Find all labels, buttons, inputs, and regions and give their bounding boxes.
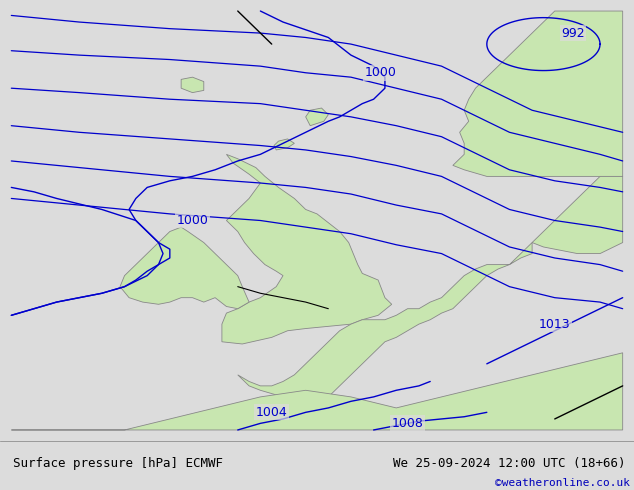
Text: ©weatheronline.co.uk: ©weatheronline.co.uk [495, 478, 630, 488]
Polygon shape [181, 77, 204, 93]
Polygon shape [274, 139, 294, 150]
Text: We 25-09-2024 12:00 UTC (18+66): We 25-09-2024 12:00 UTC (18+66) [393, 457, 626, 469]
Polygon shape [238, 243, 532, 413]
Text: 1008: 1008 [392, 417, 424, 430]
Polygon shape [453, 11, 623, 176]
Text: Surface pressure [hPa] ECMWF: Surface pressure [hPa] ECMWF [13, 457, 223, 469]
Polygon shape [306, 108, 328, 126]
Text: 992: 992 [561, 26, 585, 40]
Polygon shape [11, 353, 623, 430]
Text: 1013: 1013 [539, 318, 571, 331]
Text: 1000: 1000 [365, 66, 396, 79]
Text: 1004: 1004 [256, 406, 288, 419]
Polygon shape [222, 154, 392, 344]
Polygon shape [532, 176, 623, 254]
Polygon shape [120, 227, 249, 309]
Text: 1000: 1000 [176, 214, 209, 227]
